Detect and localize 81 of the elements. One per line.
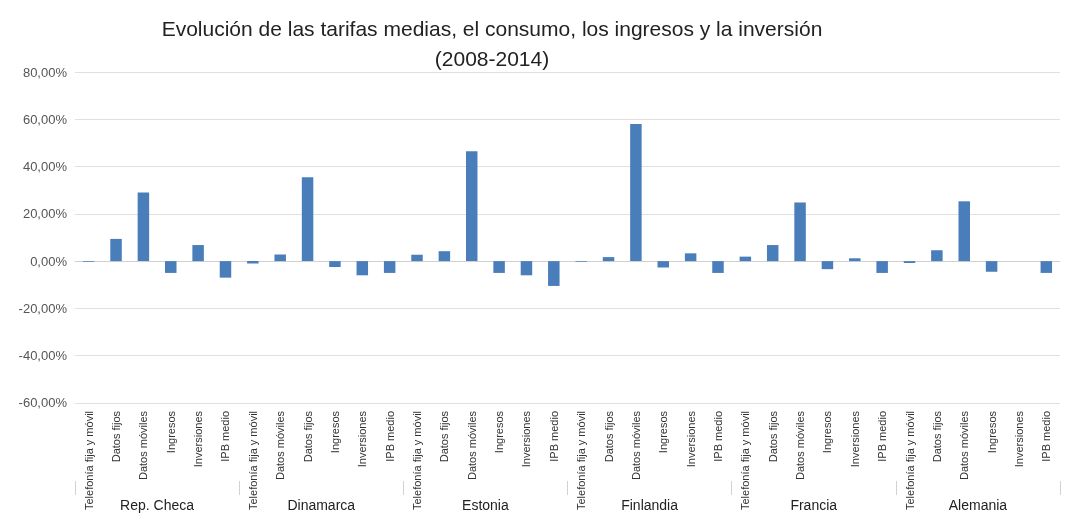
bar [301, 177, 314, 262]
x-tick-label: Inversiones [356, 410, 369, 468]
x-tick-label: Ingresos [985, 410, 998, 454]
x-tick-label: IPB medio [219, 410, 232, 462]
x-tick-label: IPB medio [547, 410, 560, 462]
bar [465, 151, 478, 262]
bar [165, 261, 177, 273]
x-tick-label: Ingresos [493, 410, 506, 454]
bar [602, 257, 615, 262]
x-tick-label: Datos móviles [629, 410, 642, 481]
x-tick-label: Inversiones [848, 410, 861, 468]
bar [985, 261, 998, 272]
bar [383, 261, 396, 273]
y-tick-label: 0,00% [30, 253, 68, 269]
bar [876, 261, 888, 273]
x-tick-label: Datos fijos [438, 410, 451, 463]
text: Finlandia [621, 497, 679, 513]
y-tick-label: 60,00% [22, 111, 68, 127]
x-tick-label: Datos móviles [465, 410, 478, 481]
x-tick-label: Telefonía fija y móvil [246, 410, 259, 510]
text: Alemania [948, 497, 1008, 513]
bar [438, 251, 451, 262]
bar [849, 258, 861, 262]
text: Francia [790, 497, 838, 513]
bar [520, 261, 533, 276]
x-tick-label: Datos fijos [110, 410, 123, 463]
bar [329, 261, 341, 268]
x-tick-label: Datos fijos [602, 410, 615, 463]
bar [411, 254, 423, 262]
bar [630, 124, 642, 262]
text: Dinamarca [287, 497, 356, 513]
bar [821, 261, 834, 270]
x-tick-label: Telefonía fija y móvil [575, 410, 588, 510]
x-tick-label: Telefonía fija y móvil [739, 410, 752, 510]
y-tick-label: 80,00% [22, 64, 68, 80]
x-tick-label: Datos fijos [930, 410, 943, 463]
x-tick-label: Inversiones [684, 410, 697, 468]
bar [137, 192, 150, 262]
x-tick-label: Telefonía fija y móvil [411, 410, 424, 510]
x-tick-label: Datos móviles [274, 410, 287, 481]
y-tick-label: -40,00% [18, 348, 68, 364]
x-tick-label: Datos móviles [958, 410, 971, 481]
bar [1040, 261, 1053, 273]
x-tick-label: Ingresos [657, 410, 670, 454]
bar [958, 201, 970, 262]
x-tick-label: IPB medio [383, 410, 396, 462]
bar [192, 245, 204, 262]
bar [356, 261, 369, 276]
text: Rep. Checa [120, 497, 195, 513]
x-tick-label: Ingresos [328, 410, 341, 454]
y-tick-label: -20,00% [18, 300, 68, 316]
x-tick-label: IPB medio [1040, 410, 1053, 462]
x-tick-label: Datos móviles [137, 410, 150, 481]
x-tick-label: Telefonía fija y móvil [903, 410, 916, 510]
y-tick-label: 40,00% [22, 159, 68, 175]
bar [548, 261, 560, 286]
x-tick-label: Telefonía fija y móvil [82, 410, 95, 510]
bar [794, 202, 806, 262]
bar [493, 261, 505, 273]
bar [684, 253, 697, 262]
bar [219, 261, 232, 278]
x-tick-label: Ingresos [164, 410, 177, 454]
y-tick-label: 20,00% [22, 206, 68, 222]
bar [110, 238, 122, 262]
x-tick-label: Inversiones [520, 410, 533, 468]
text: Estonia [462, 497, 509, 513]
x-tick-label: Datos fijos [766, 410, 779, 463]
bar [274, 254, 286, 262]
chart-title: Evolución de las tarifas medias, el consumo, los ingresos y la inversión (2008-2014) [161, 16, 823, 70]
y-tick-label: -60,00% [18, 395, 68, 411]
bar [766, 245, 779, 262]
bar [657, 261, 670, 268]
x-tick-label: IPB medio [876, 410, 889, 462]
bar [931, 250, 943, 262]
x-tick-label: Datos fijos [301, 410, 314, 463]
x-tick-label: IPB medio [711, 410, 724, 462]
bar [712, 261, 724, 273]
x-tick-label: Inversiones [192, 410, 205, 468]
x-tick-label: Ingresos [821, 410, 834, 454]
x-tick-label: Inversiones [1012, 410, 1025, 468]
x-tick-label: Datos móviles [794, 410, 807, 481]
